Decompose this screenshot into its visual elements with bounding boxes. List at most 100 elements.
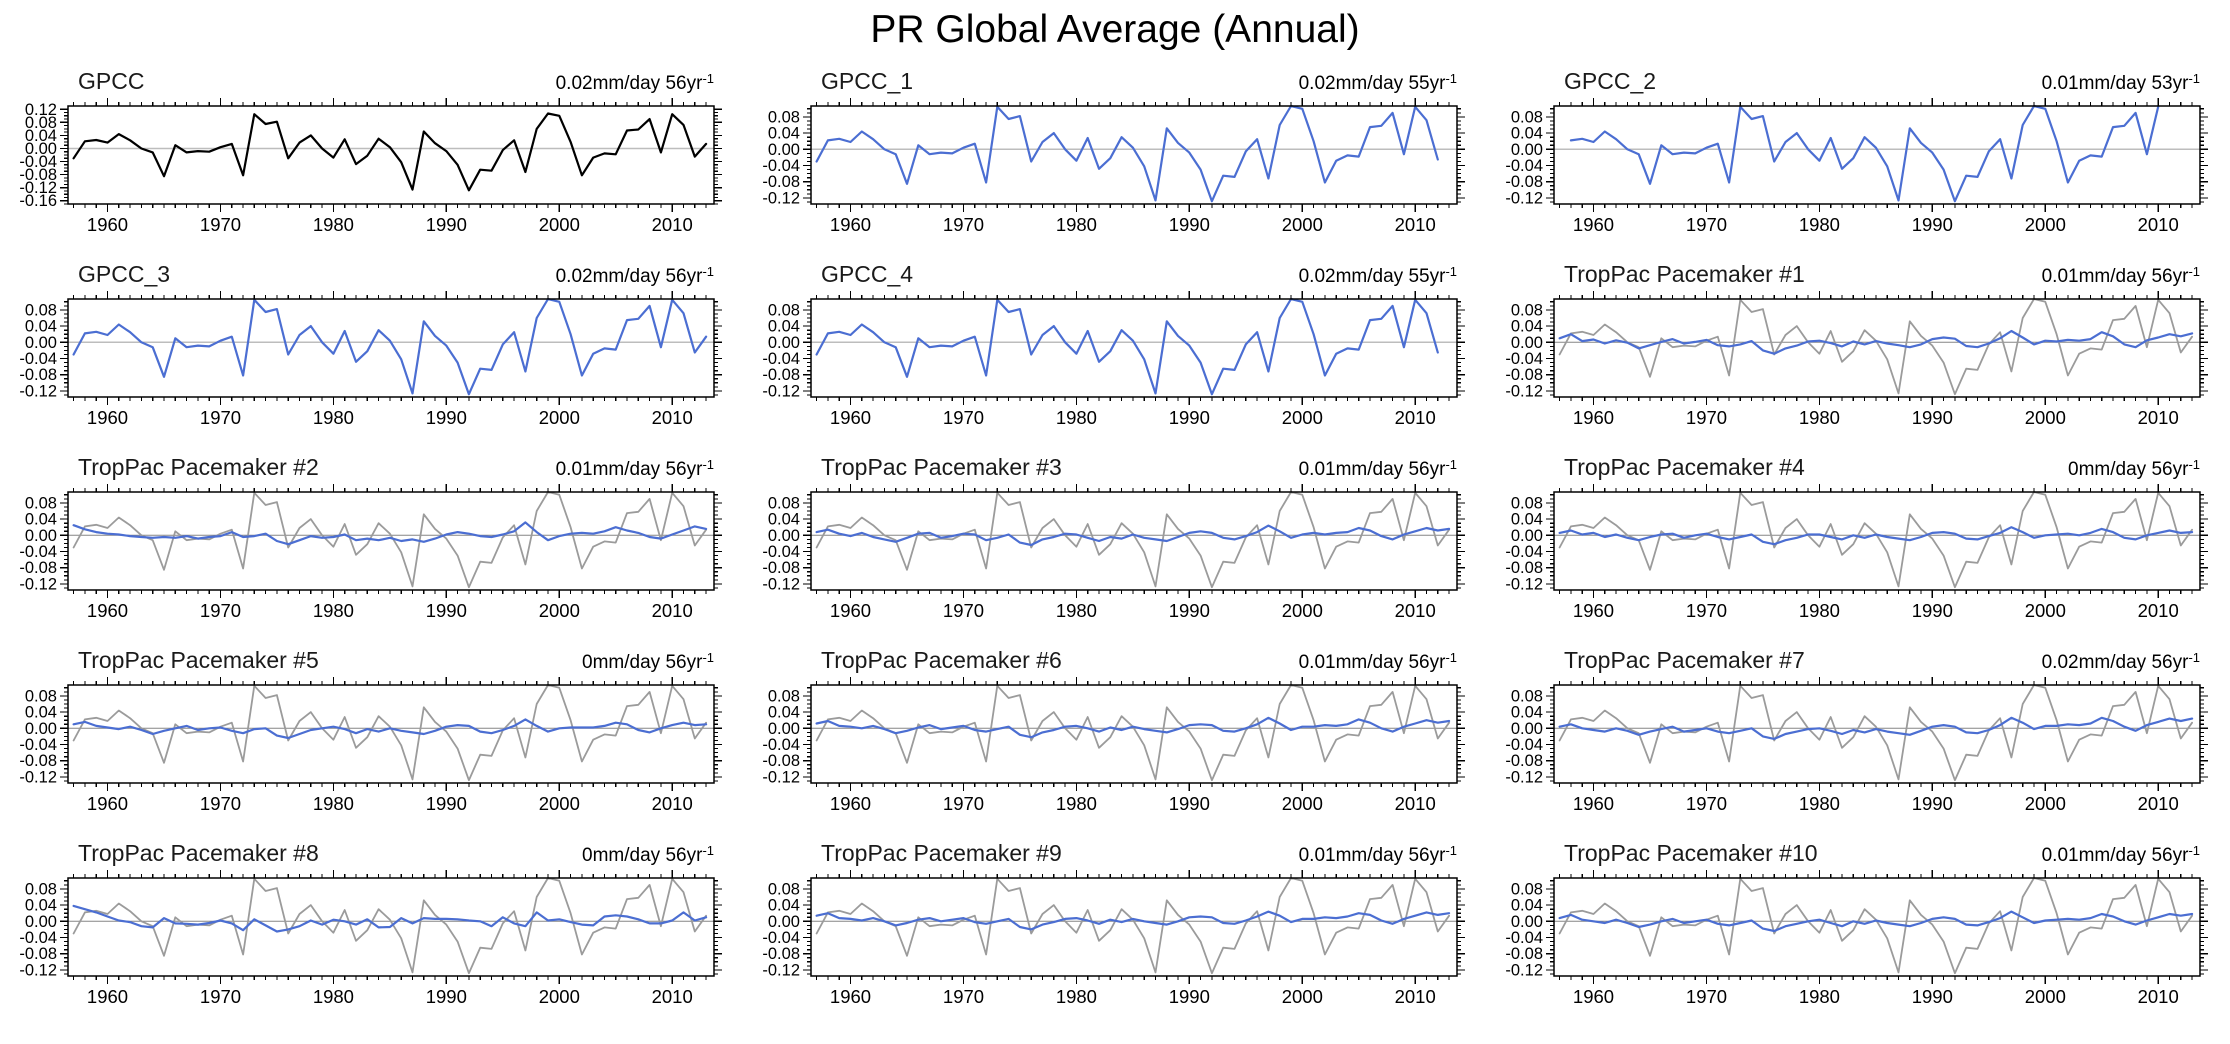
x-tick-label: 1980 <box>1056 793 1097 814</box>
x-tick-label: 1980 <box>1799 214 1840 235</box>
y-tick-label: -0.12 <box>1505 575 1543 593</box>
trend-span: 56yr <box>665 652 703 673</box>
x-tick-label: 1980 <box>1799 407 1840 428</box>
y-tick-label: -0.04 <box>762 736 800 754</box>
panel-chart: 0.080.040.00-0.04-0.08-0.12 1960 1970 1980 1… <box>762 677 1465 814</box>
y-tick-label: -0.04 <box>762 157 800 175</box>
trend-exponent: -1 <box>2188 264 2200 279</box>
y-tick-label: -0.12 <box>1505 189 1543 207</box>
obs-line <box>815 104 1439 203</box>
panel-troppac-pacemaker-5: TropPac Pacemaker #5 0mm/day 56yr-1 0.08 0… <box>0 639 743 832</box>
panel-chart: 0.080.040.00-0.04-0.08-0.12 1960 1970 1980 1… <box>19 484 722 621</box>
axis-frame <box>1553 491 2201 591</box>
x-tick-label: 1970 <box>200 600 241 621</box>
x-tick-label: 1970 <box>200 793 241 814</box>
x-tick-label: 1980 <box>313 214 354 235</box>
panel-header: GPCC_1 0.02mm/day 55yr-1 <box>821 68 1457 95</box>
trend-span: 56yr <box>2151 652 2189 673</box>
y-tick-label: 0.08 <box>768 687 800 705</box>
axis-frame <box>67 877 715 977</box>
y-tick-label: 0.08 <box>25 301 57 319</box>
y-tick-label: -0.08 <box>762 173 800 191</box>
model-line <box>72 904 708 933</box>
axis-frame <box>810 298 1458 398</box>
model-line <box>1558 910 2194 933</box>
panel-label: GPCC_1 <box>821 68 914 94</box>
y-tick-label: -0.12 <box>762 768 800 786</box>
panel-label: TropPac Pacemaker #4 <box>1564 454 1805 480</box>
x-tick-label: 2000 <box>1282 407 1323 428</box>
trend-exponent: -1 <box>2188 843 2200 858</box>
y-tick-label: -0.08 <box>1505 366 1543 384</box>
y-tick-label: -0.04 <box>1505 929 1543 947</box>
x-tick-label: 1990 <box>1169 986 1210 1007</box>
axis-ticks <box>60 870 722 984</box>
x-tick-label: 1990 <box>426 986 467 1007</box>
y-tick-label: 0.08 <box>25 880 57 898</box>
trend-exponent: -1 <box>2188 650 2200 665</box>
x-tick-label: 1960 <box>830 407 871 428</box>
panel-header: GPCC_4 0.02mm/day 55yr-1 <box>821 261 1457 288</box>
x-tick-label: 1970 <box>943 986 984 1007</box>
y-tick-label: -0.12 <box>762 189 800 207</box>
trend-rate: 0mm/day <box>2068 459 2147 480</box>
trend-span: 56yr <box>1408 845 1446 866</box>
y-tick-label: 0.04 <box>1511 704 1543 722</box>
panel-label: TropPac Pacemaker #7 <box>1564 647 1805 673</box>
axis-ticks <box>1546 677 2208 791</box>
axis-frame <box>1553 298 2201 398</box>
y-tick-label: -0.16 <box>19 192 57 210</box>
x-tick-label: 2010 <box>1395 407 1436 428</box>
trend-span: 55yr <box>1408 73 1446 94</box>
y-tick-label: -0.12 <box>762 961 800 979</box>
axis-ticks <box>803 870 1465 984</box>
x-tick-label: 2010 <box>652 600 693 621</box>
axis-ticks <box>60 98 722 212</box>
model-line <box>1558 329 2194 355</box>
y-tick-label: -0.04 <box>762 929 800 947</box>
panel-header: GPCC 0.02mm/day 56yr-1 <box>78 68 714 95</box>
trend-exponent: -1 <box>1445 71 1457 86</box>
axis-frame <box>810 877 1458 977</box>
trend-annotation: 0.01mm/day 56yr-1 <box>556 457 714 481</box>
x-tick-label: 2000 <box>1282 986 1323 1007</box>
panel-grid: GPCC 0.02mm/day 56yr-1 0.12 0.08 0.04 0.00 -0… <box>0 60 2230 1025</box>
trend-rate: 0.02mm/day <box>555 266 661 287</box>
trend-exponent: -1 <box>2188 71 2200 86</box>
panel-chart: 0.080.040.00-0.04-0.08-0.12 1960 1970 1980 1… <box>762 484 1465 621</box>
y-tick-label: 0.04 <box>25 127 57 145</box>
y-tick-label: 0.04 <box>1511 511 1543 529</box>
trend-span: 56yr <box>665 459 703 480</box>
y-tick-label: 0.08 <box>768 494 800 512</box>
trend-annotation: 0.01mm/day 56yr-1 <box>2042 843 2200 867</box>
model-line <box>815 716 1451 739</box>
trend-rate: 0.02mm/day <box>2041 652 2147 673</box>
axis-ticks <box>1546 291 2208 405</box>
x-tick-label: 1960 <box>830 793 871 814</box>
trend-rate: 0.02mm/day <box>1298 266 1404 287</box>
axis-ticks <box>1546 98 2208 212</box>
y-tick-label: 0.04 <box>1511 318 1543 336</box>
y-tick-label: -0.12 <box>19 768 57 786</box>
y-tick-label: -0.04 <box>1505 350 1543 368</box>
x-tick-label: 1980 <box>313 986 354 1007</box>
y-tick-label: 0.00 <box>768 720 800 738</box>
y-tick-label: 0.08 <box>768 108 800 126</box>
trend-annotation: 0mm/day 56yr-1 <box>582 650 714 674</box>
axis-ticks <box>1546 484 2208 598</box>
panel-label: TropPac Pacemaker #9 <box>821 840 1062 866</box>
x-tick-label: 1970 <box>1686 214 1727 235</box>
y-tick-label: -0.08 <box>1505 752 1543 770</box>
axis-frame <box>810 491 1458 591</box>
x-tick-label: 1960 <box>87 214 128 235</box>
panel-gpcc-4: GPCC_4 0.02mm/day 55yr-1 0.08 0.04 0.00 -0.0… <box>743 253 1486 446</box>
x-tick-label: 2000 <box>1282 793 1323 814</box>
x-tick-label: 1970 <box>943 793 984 814</box>
y-tick-label: 0.00 <box>768 913 800 931</box>
panel-header: TropPac Pacemaker #10 0.01mm/day 56yr-1 <box>1564 840 2200 867</box>
x-tick-label: 1970 <box>1686 600 1727 621</box>
obs-line <box>72 491 707 589</box>
panel-chart: 0.080.040.00-0.04-0.08-0.12 1960 1970 1980 1… <box>1505 291 2208 428</box>
trend-annotation: 0.02mm/day 55yr-1 <box>1299 264 1457 288</box>
x-tick-label: 1980 <box>313 793 354 814</box>
